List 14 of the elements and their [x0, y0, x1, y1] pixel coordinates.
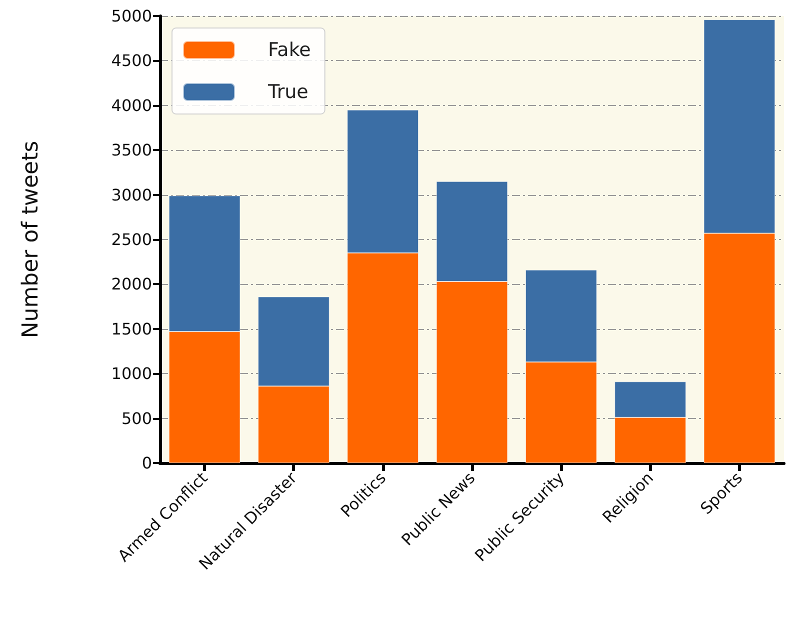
y-tick-label: 4500: [111, 51, 152, 70]
y-tick-label: 1000: [111, 364, 152, 384]
y-tick-label: 1500: [111, 319, 152, 338]
y-tick-label: 2500: [111, 230, 152, 249]
y-tick-label: 500: [121, 408, 152, 428]
legend-label: Fake: [268, 39, 311, 61]
y-tick-label: 5000: [111, 6, 152, 26]
y-tick-label: 4000: [111, 96, 152, 115]
y-tick-label: 0: [142, 454, 152, 472]
legend-label: True: [267, 81, 308, 103]
y-tick-label: 3500: [111, 140, 152, 160]
y-tick-label: 2000: [111, 274, 152, 294]
y-axis-title: Number of tweets: [18, 140, 44, 338]
y-tick-label: 3000: [111, 185, 152, 204]
